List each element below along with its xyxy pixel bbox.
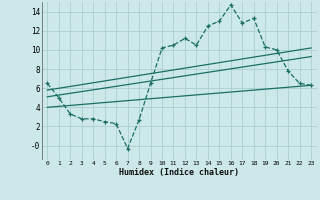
X-axis label: Humidex (Indice chaleur): Humidex (Indice chaleur) — [119, 168, 239, 177]
